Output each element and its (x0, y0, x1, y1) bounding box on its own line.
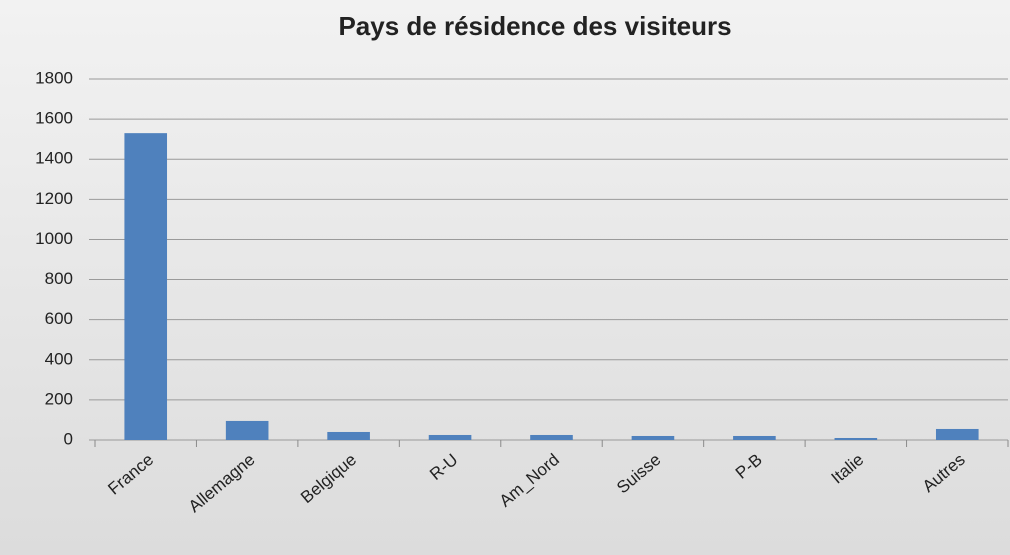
y-tick-label: 1200 (35, 189, 73, 208)
bar (428, 434, 472, 440)
bar (733, 435, 776, 440)
bar (327, 431, 370, 440)
y-tick-label: 1400 (35, 149, 73, 168)
y-tick-label: 0 (64, 429, 73, 448)
y-tick-label: 200 (45, 389, 73, 408)
bar (225, 420, 269, 440)
y-tick-label: 600 (45, 309, 73, 328)
y-tick-label: 1000 (35, 229, 73, 248)
y-tick-label: 800 (45, 269, 73, 288)
bar (530, 434, 573, 440)
y-tick-label: 1800 (35, 68, 73, 87)
y-tick-label: 1600 (35, 109, 73, 128)
bar (631, 435, 675, 440)
bar (124, 133, 168, 440)
bar (935, 428, 979, 440)
chart-title: Pays de résidence des visiteurs (338, 11, 731, 41)
y-tick-label: 400 (45, 349, 73, 368)
bar (834, 437, 878, 440)
